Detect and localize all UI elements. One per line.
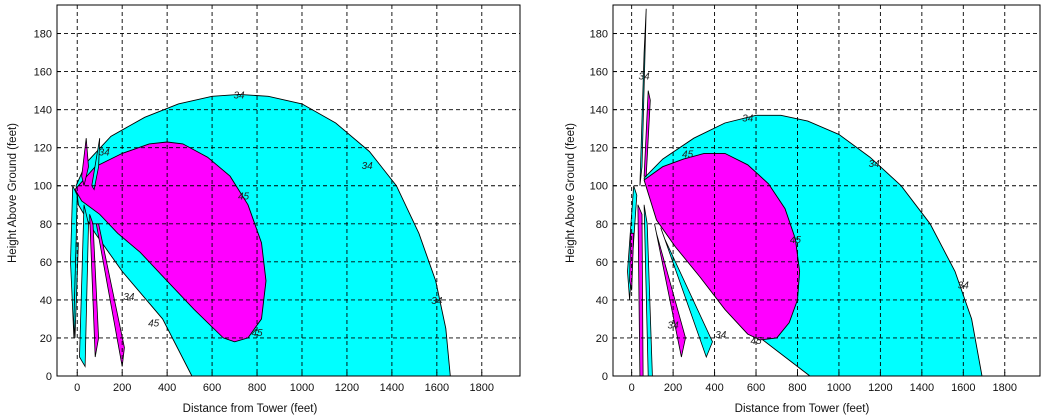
left-contour-spike (91, 138, 101, 191)
left-x-tick-label: 1600 (425, 382, 449, 394)
right-contour-label: 34 (639, 71, 651, 82)
right-x-tick-label: 400 (705, 382, 723, 394)
left-x-tick-label: 200 (113, 382, 131, 394)
right-y-tick-label: 140 (590, 105, 608, 117)
left-y-tick-label: 100 (34, 181, 52, 193)
right-x-tick-label: 800 (788, 382, 806, 394)
right-contour-spike (639, 8, 647, 186)
right-x-tick-label: 1800 (993, 382, 1017, 394)
right-contour-label: 34 (958, 281, 970, 292)
left-contour-plot: 0 200 400 600 800 1000 1200 1400 1600 1800 0 20 40 60… (7, 4, 521, 415)
right-x-tick-label: 1400 (910, 382, 934, 394)
right-contour-region-inner (643, 152, 801, 341)
left-x-tick-label: 0 (74, 382, 80, 394)
right-y-axis-label: Height Above Ground (feet) (565, 123, 577, 263)
left-y-tick-label: 80 (40, 219, 52, 231)
right-y-tick-label: 80 (596, 219, 608, 231)
right-x-tick-label: 1200 (868, 382, 892, 394)
left-x-tick-label: 1400 (380, 382, 404, 394)
left-y-tick-label: 40 (40, 295, 52, 307)
right-y-tick-label: 100 (590, 181, 608, 193)
left-contour-label: 34 (362, 161, 374, 172)
right-x-tick-label: 200 (664, 382, 682, 394)
left-x-tick-label: 1000 (290, 382, 314, 394)
left-x-tick-label: 400 (158, 382, 176, 394)
right-contour-label: 34 (869, 159, 881, 170)
right-contour-label: 34 (742, 113, 754, 124)
right-contour-label: 34 (668, 321, 680, 332)
right-y-tick-label: 40 (596, 295, 608, 307)
right-contour-spike (643, 90, 651, 177)
right-contour-label: 45 (790, 235, 802, 246)
right-x-tick-label: 1000 (827, 382, 851, 394)
left-plot-frame (56, 4, 521, 377)
left-contour-label: 34 (99, 147, 111, 158)
left-y-tick-label: 120 (34, 143, 52, 155)
left-y-tick-label: 180 (34, 29, 52, 41)
right-y-tick-label: 0 (602, 371, 608, 383)
right-y-tick-label: 20 (596, 333, 608, 345)
left-contour-label: 34 (123, 292, 135, 303)
left-x-tick-label: 1200 (335, 382, 359, 394)
left-y-axis-label: Height Above Ground (feet) (7, 123, 19, 263)
left-x-tick-label: 600 (203, 382, 221, 394)
right-contour-label: 34 (715, 330, 727, 341)
left-contour-spike (89, 214, 100, 358)
left-contour-label: 34 (233, 90, 245, 101)
right-contour-label: 45 (682, 149, 694, 160)
left-contour-label: 45 (238, 191, 250, 202)
left-y-tick-label: 160 (34, 67, 52, 79)
left-contour-label: 45 (251, 328, 263, 339)
left-x-tick-label: 1800 (470, 382, 494, 394)
right-plot-frame (612, 4, 1041, 377)
left-y-tick-label: 60 (40, 257, 52, 269)
right-contour-label: 45 (750, 336, 762, 347)
right-contour-spike (660, 227, 713, 359)
right-y-tick-label: 60 (596, 257, 608, 269)
left-x-axis-label: Distance from Tower (feet) (183, 403, 318, 415)
right-x-tick-label: 600 (747, 382, 765, 394)
left-contour-spike (95, 223, 125, 367)
left-y-tick-label: 20 (40, 333, 52, 345)
right-y-tick-label: 180 (590, 29, 608, 41)
left-contour-label: 34 (431, 296, 443, 307)
right-x-axis-label: Distance from Tower (feet) (735, 403, 870, 415)
right-contour-spike (629, 232, 635, 291)
right-x-tick-label: 0 (629, 382, 635, 394)
left-contour-spike (79, 204, 89, 368)
right-x-tick-label: 1600 (951, 382, 975, 394)
left-contour-spike (81, 138, 89, 186)
left-x-tick-label: 800 (248, 382, 266, 394)
right-y-tick-label: 160 (590, 67, 608, 79)
right-y-tick-label: 120 (590, 143, 608, 155)
left-y-tick-label: 140 (34, 105, 52, 117)
right-contour-plot: 0 200 400 600 800 1000 1200 1400 1600 1800 0 20 40 60… (565, 4, 1041, 415)
left-y-tick-label: 0 (46, 371, 52, 383)
left-contour-label: 45 (148, 319, 160, 330)
